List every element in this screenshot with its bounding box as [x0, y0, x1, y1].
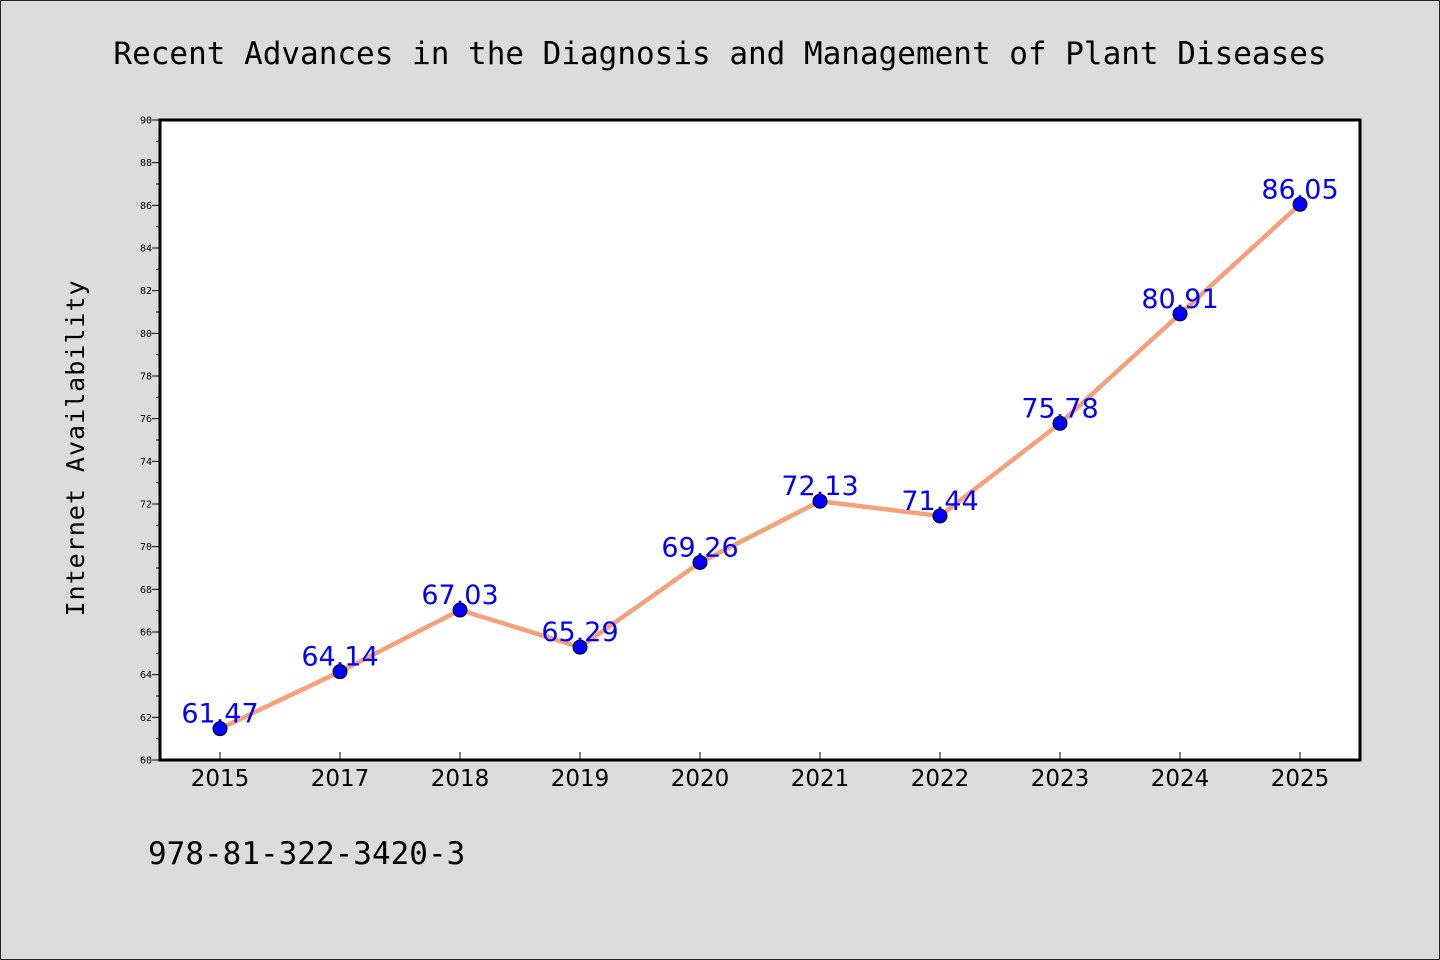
y-tick-label: 86	[140, 201, 152, 212]
x-tick-label: 2022	[911, 766, 970, 792]
y-tick-label: 82	[140, 286, 152, 297]
x-tick-label: 2024	[1151, 766, 1210, 792]
y-tick-label: 76	[140, 414, 152, 425]
x-tick-label: 2025	[1271, 766, 1330, 792]
y-tick-label: 60	[140, 756, 152, 767]
data-label: 71.44	[901, 486, 978, 517]
y-tick-label: 64	[140, 670, 152, 681]
x-tick-label: 2015	[191, 766, 250, 792]
series-line	[217, 202, 1303, 731]
isbn-text: 978-81-322-3420-3	[148, 836, 465, 872]
y-tick-label: 80	[140, 329, 152, 340]
plot-area	[158, 118, 1362, 762]
y-tick-label: 74	[140, 457, 152, 468]
x-tick-label: 2023	[1031, 766, 1090, 792]
data-point	[572, 639, 588, 655]
data-label: 72.13	[781, 471, 858, 502]
data-label: 64.14	[301, 642, 378, 673]
y-tick-label: 90	[140, 116, 152, 127]
data-point	[1052, 415, 1068, 431]
data-point	[212, 721, 228, 737]
y-axis-label: Internet Availability	[61, 279, 90, 616]
y-tick-label: 78	[140, 372, 152, 383]
x-axis-ticks: 2015 2017 2018 2019 2020 2021 2022 2023 2024 2025	[191, 752, 1330, 792]
y-tick-label: 62	[140, 713, 152, 724]
data-label: 69.26	[661, 532, 738, 563]
data-point	[332, 664, 348, 680]
y-tick-label: 72	[140, 500, 152, 511]
x-tick-label: 2019	[551, 766, 610, 792]
y-tick-label: 88	[140, 158, 152, 169]
data-point	[812, 493, 828, 509]
y-tick-label: 70	[140, 542, 152, 553]
data-point	[692, 554, 708, 570]
data-label: 80.91	[1141, 284, 1218, 315]
data-point	[1292, 196, 1308, 212]
data-point	[1172, 306, 1188, 322]
y-tick-label: 84	[140, 244, 152, 255]
data-label: 67.03	[421, 580, 498, 611]
data-label: 75.78	[1021, 393, 1098, 424]
series-markers	[212, 196, 1308, 737]
data-label: 61.47	[181, 699, 258, 730]
series-line-group	[217, 202, 1303, 731]
x-tick-label: 2017	[311, 766, 370, 792]
data-point	[452, 602, 468, 618]
y-axis-ticks: 60 62 64 66 68 70 72 74 76 78 80 82 84 86 88 90	[140, 116, 160, 767]
chart-title: Recent Advances in the Diagnosis and Man…	[113, 36, 1326, 72]
x-tick-label: 2020	[671, 766, 730, 792]
x-tick-label: 2021	[791, 766, 850, 792]
data-labels: 61.47 64.14 67.03 65.29 69.26 72.13 71.44 75.78…	[181, 174, 1338, 729]
data-label: 86.05	[1261, 174, 1338, 205]
y-tick-label: 68	[140, 585, 152, 596]
data-point	[932, 508, 948, 524]
x-tick-label: 2018	[431, 766, 490, 792]
data-label: 65.29	[541, 617, 618, 648]
y-tick-label: 66	[140, 628, 152, 639]
